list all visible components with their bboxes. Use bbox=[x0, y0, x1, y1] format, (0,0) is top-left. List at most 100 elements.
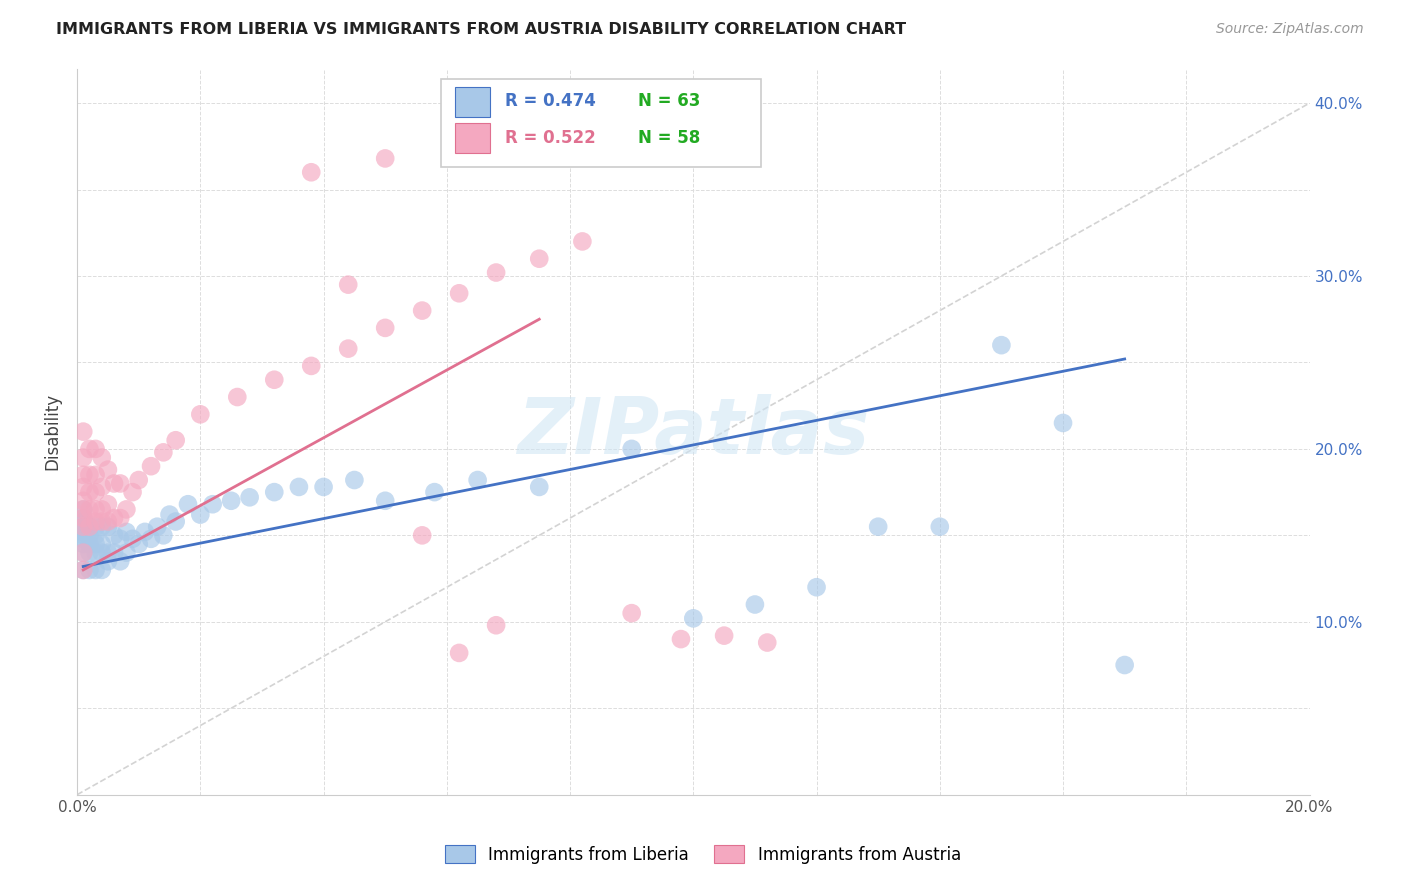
Text: N = 58: N = 58 bbox=[638, 128, 700, 146]
Point bbox=[411, 303, 433, 318]
Point bbox=[110, 476, 132, 491]
Point bbox=[79, 442, 101, 456]
Point bbox=[806, 580, 828, 594]
Point bbox=[72, 537, 94, 551]
Point bbox=[79, 537, 101, 551]
Point bbox=[97, 463, 120, 477]
Point bbox=[529, 480, 551, 494]
Point bbox=[115, 524, 138, 539]
Point bbox=[219, 493, 242, 508]
Text: ZIPatlas: ZIPatlas bbox=[517, 393, 869, 469]
Point bbox=[90, 480, 112, 494]
Point bbox=[72, 480, 94, 494]
Point bbox=[72, 467, 94, 482]
Text: R = 0.474: R = 0.474 bbox=[505, 92, 596, 111]
Point bbox=[72, 511, 94, 525]
Point bbox=[84, 563, 107, 577]
Point bbox=[72, 519, 94, 533]
Point bbox=[72, 493, 94, 508]
Point bbox=[485, 618, 508, 632]
Point bbox=[177, 497, 200, 511]
Point bbox=[713, 629, 735, 643]
Point bbox=[620, 442, 643, 456]
Point bbox=[97, 546, 120, 560]
Point bbox=[79, 519, 101, 533]
Point bbox=[1052, 416, 1074, 430]
Point bbox=[72, 563, 94, 577]
Text: R = 0.522: R = 0.522 bbox=[505, 128, 596, 146]
Point bbox=[79, 502, 101, 516]
Bar bbox=[440, 79, 761, 167]
Point bbox=[188, 508, 211, 522]
Bar bbox=[456, 123, 489, 153]
Point bbox=[79, 467, 101, 482]
Point bbox=[263, 373, 285, 387]
Point bbox=[84, 485, 107, 500]
Point bbox=[72, 425, 94, 439]
Point bbox=[110, 511, 132, 525]
Point bbox=[90, 537, 112, 551]
Point bbox=[79, 519, 101, 533]
Point bbox=[374, 493, 396, 508]
Point bbox=[121, 485, 143, 500]
Point bbox=[110, 532, 132, 546]
Point bbox=[115, 546, 138, 560]
Point bbox=[467, 473, 489, 487]
Point bbox=[152, 528, 174, 542]
Point bbox=[226, 390, 249, 404]
Point bbox=[201, 497, 224, 511]
Point bbox=[72, 524, 94, 539]
Point bbox=[868, 519, 890, 533]
Point bbox=[165, 434, 187, 448]
Point bbox=[263, 485, 285, 500]
Point bbox=[299, 359, 322, 373]
Point bbox=[423, 485, 446, 500]
Point bbox=[90, 502, 112, 516]
Point bbox=[72, 546, 94, 560]
Point bbox=[188, 407, 211, 421]
Point bbox=[84, 528, 107, 542]
Point bbox=[72, 546, 94, 560]
Point bbox=[485, 266, 508, 280]
Point bbox=[756, 635, 779, 649]
Point bbox=[72, 532, 94, 546]
Point bbox=[72, 515, 94, 529]
Point bbox=[288, 480, 311, 494]
Point bbox=[84, 467, 107, 482]
Point bbox=[1114, 658, 1136, 673]
Point bbox=[103, 511, 125, 525]
Point bbox=[152, 445, 174, 459]
Point bbox=[337, 277, 360, 292]
Point bbox=[139, 532, 162, 546]
Point bbox=[79, 485, 101, 500]
Point bbox=[103, 476, 125, 491]
Bar bbox=[456, 87, 489, 117]
Point bbox=[411, 528, 433, 542]
Point bbox=[744, 598, 766, 612]
Point bbox=[103, 528, 125, 542]
Point bbox=[343, 473, 366, 487]
Point bbox=[529, 252, 551, 266]
Point bbox=[84, 537, 107, 551]
Point bbox=[97, 519, 120, 533]
Point bbox=[72, 450, 94, 465]
Point bbox=[121, 532, 143, 546]
Point bbox=[90, 563, 112, 577]
Point bbox=[239, 491, 262, 505]
Point bbox=[97, 515, 120, 529]
Text: Source: ZipAtlas.com: Source: ZipAtlas.com bbox=[1216, 22, 1364, 37]
Point bbox=[79, 563, 101, 577]
Point bbox=[128, 473, 150, 487]
Point bbox=[84, 519, 107, 533]
Point bbox=[928, 519, 950, 533]
Point bbox=[449, 646, 471, 660]
Point bbox=[72, 519, 94, 533]
Point bbox=[84, 502, 107, 516]
Point bbox=[72, 502, 94, 516]
Point bbox=[146, 519, 169, 533]
Point bbox=[165, 515, 187, 529]
Point bbox=[337, 342, 360, 356]
Text: IMMIGRANTS FROM LIBERIA VS IMMIGRANTS FROM AUSTRIA DISABILITY CORRELATION CHART: IMMIGRANTS FROM LIBERIA VS IMMIGRANTS FR… bbox=[56, 22, 907, 37]
Y-axis label: Disability: Disability bbox=[44, 393, 60, 470]
Point bbox=[620, 606, 643, 620]
